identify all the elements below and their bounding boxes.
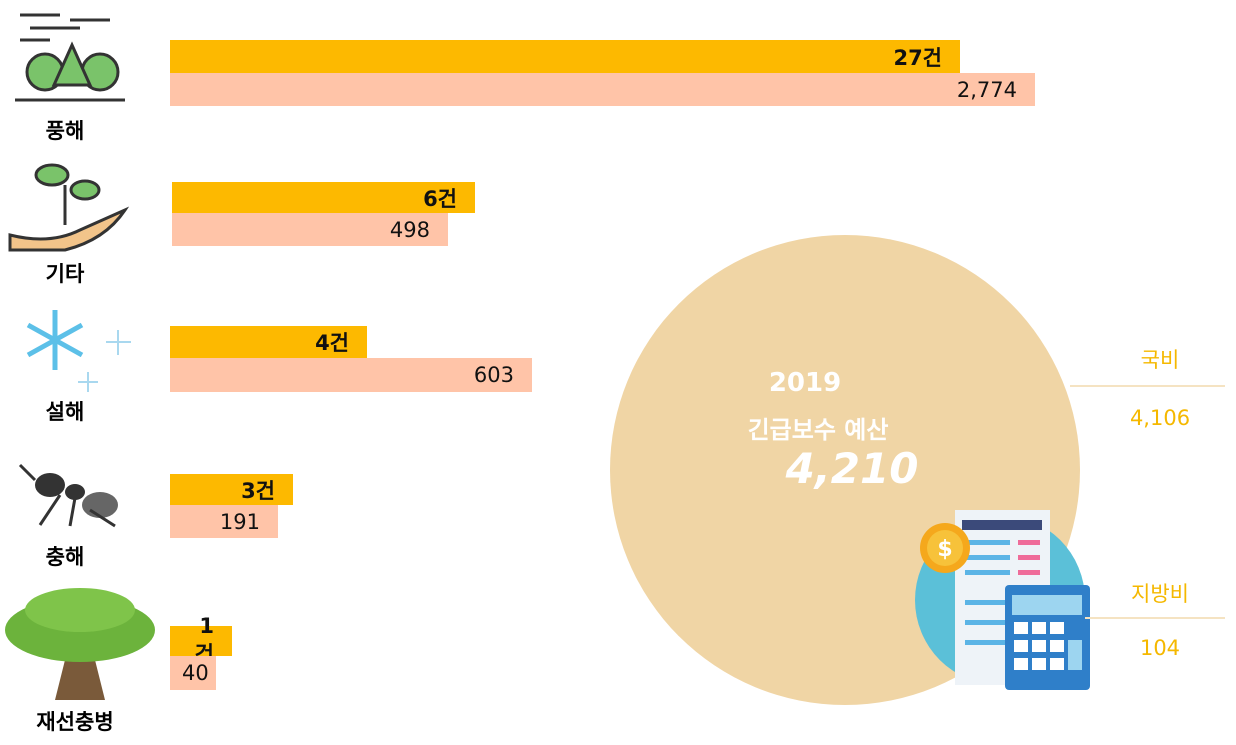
breakdown-label: 국비 — [1140, 348, 1180, 372]
svg-text:$: $ — [937, 537, 952, 562]
divider — [1085, 617, 1225, 619]
budget-bar: 498 — [172, 213, 448, 246]
year: 2019 — [768, 368, 842, 398]
category-label: 설해 — [45, 400, 85, 424]
total-label: 긴급보수 예산 — [747, 416, 889, 444]
divider — [1070, 385, 1225, 387]
total-value: 4,210 — [785, 444, 919, 493]
category-label: 기타 — [45, 262, 85, 286]
breakdown-value: 104 — [1139, 636, 1181, 660]
budget-bar: 40 — [170, 656, 216, 690]
category-label: 재선충병 — [36, 710, 114, 734]
category-label: 풍해 — [45, 119, 85, 143]
budget-bar: 191 — [170, 505, 278, 538]
count-bar: 1건 — [170, 614, 232, 666]
count-bar: 6건 — [172, 182, 475, 213]
budget-bar: 603 — [170, 358, 532, 392]
breakdown-value: 4,106 — [1129, 406, 1191, 430]
breakdown-label: 지방비 — [1131, 582, 1189, 606]
count-bar: 3건 — [170, 474, 293, 505]
count-bar: 27건 — [170, 40, 960, 73]
budget-bar: 2,774 — [170, 73, 1035, 106]
count-bar: 4건 — [170, 326, 367, 358]
category-label: 충해 — [45, 545, 85, 569]
